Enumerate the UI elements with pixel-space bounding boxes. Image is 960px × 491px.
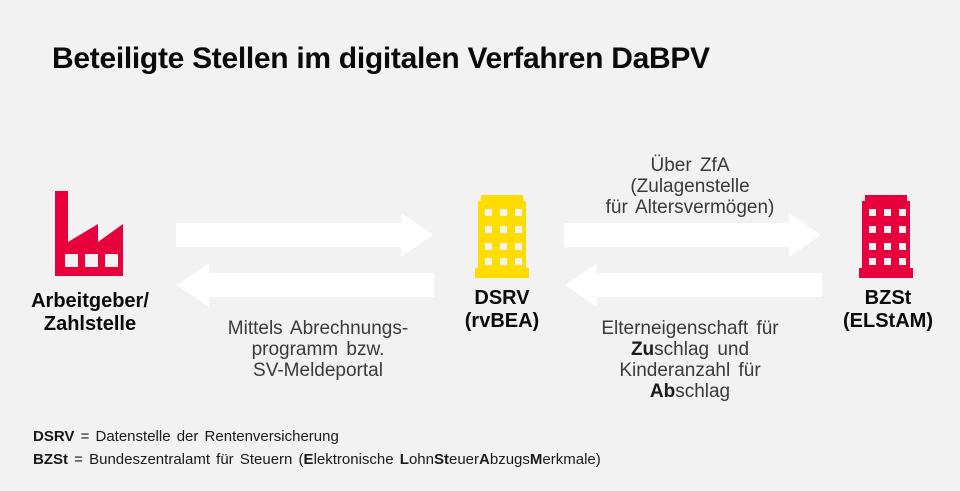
office-building-icon-bzst [859,195,913,278]
arrow-dsrv-to-employer [177,263,434,307]
arrow-right-shape [564,213,821,257]
node-label-bzst: BZSt (ELStAM) [843,287,933,332]
node-label-arbeitgeber-zahlstelle: Arbeitgeber/Zahlstelle [31,290,149,335]
arrow-left-shape [565,263,822,307]
building-cap [481,195,523,203]
arrow-right-shape [176,213,433,257]
annotation-elterneigenschaft: Elterneigenschaft für Zuschlag und Kindera… [601,318,779,402]
building-windows [869,209,906,265]
building-base [475,268,529,278]
legend-bzst-definition: BZSt = Bundeszentralamt für Steuern (Ele… [33,451,601,468]
arrow-bzst-to-dsrv [565,263,822,307]
factory-window [85,254,98,267]
arrow-left-shape [177,263,434,307]
building-cap [865,195,907,203]
arrow-dsrv-to-bzst [564,213,821,257]
node-label-dsrv: DSRV (rvBEA) [464,287,540,332]
factory-icon [55,191,123,276]
office-building-icon-dsrv [475,195,529,278]
building-base [859,268,913,278]
legend-dsrv-definition: DSRV = Datenstelle der Rentenversicherun… [33,428,339,445]
arrow-employer-to-dsrv [176,213,433,257]
annotation-ueber-zfa: Über ZfA (Zulagenstelle für Altersvermögen… [605,155,775,218]
factory-window [105,254,118,267]
building-windows [485,209,522,265]
page-title: Beteiligte Stellen im digitalen Verfahre… [52,42,710,75]
factory-window [65,254,78,267]
annotation-mittels-abrechnungsprogramm: Mittels Abrechnungs-programm bzw. SV-Meld… [227,318,409,381]
